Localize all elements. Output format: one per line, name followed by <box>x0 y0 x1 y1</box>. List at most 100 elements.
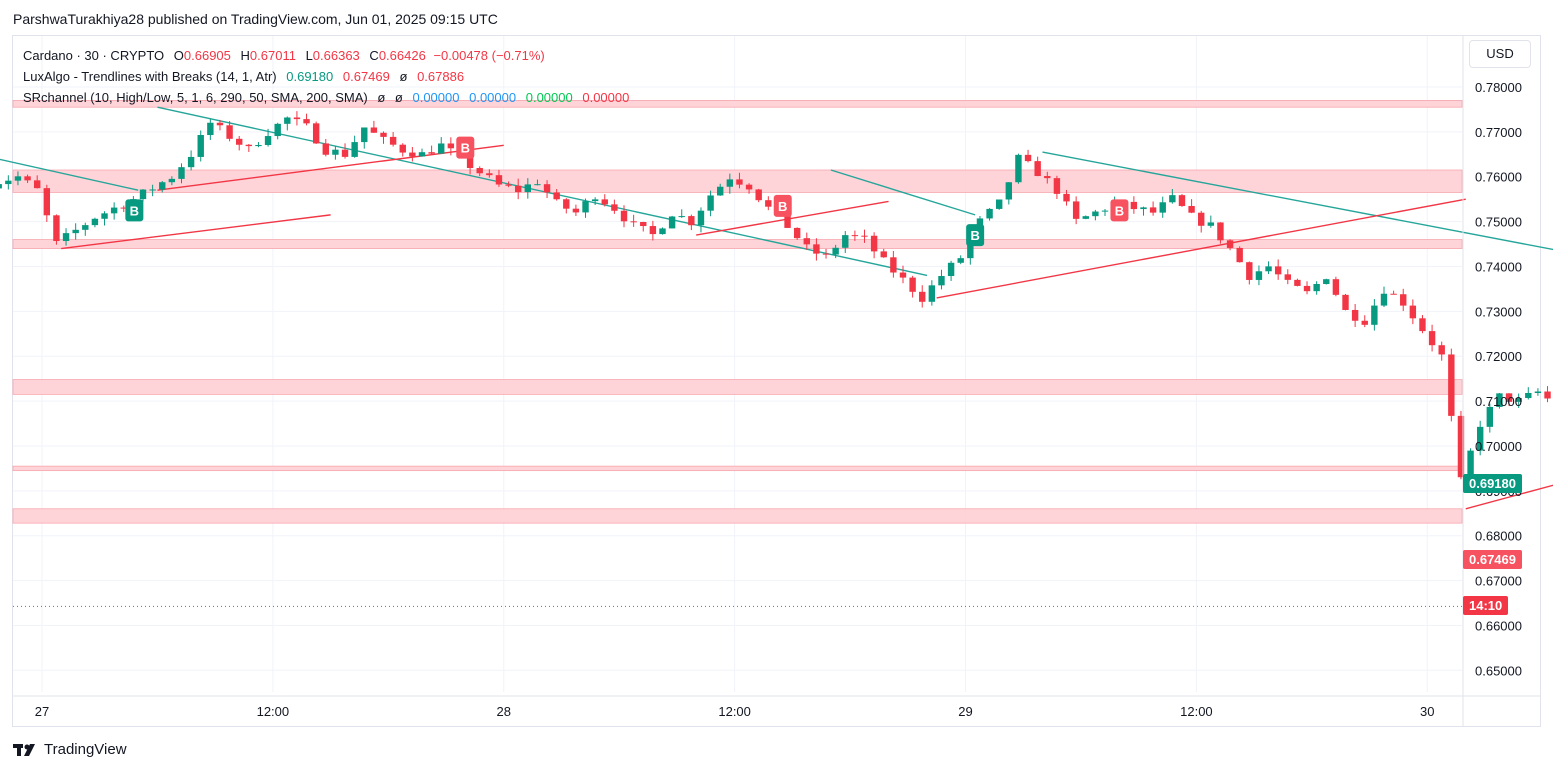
chart-frame <box>12 35 1541 727</box>
candle-down <box>1294 279 1301 286</box>
candle-down <box>553 192 560 200</box>
candle-up <box>62 233 70 242</box>
sr-zone <box>12 465 1463 472</box>
currency-selector[interactable]: USD <box>1469 40 1531 68</box>
candle-down <box>1351 309 1359 321</box>
open-label: O <box>173 48 184 63</box>
candle-up <box>274 123 281 137</box>
candle-down <box>409 152 416 157</box>
y-tick-label: 0.73000 <box>1475 304 1522 319</box>
change-value: −0.00478 (−0.71%) <box>433 48 545 63</box>
candle-down <box>216 122 224 126</box>
candle-up <box>967 238 974 259</box>
candle-up <box>1255 271 1263 280</box>
indicator1-value-4: 0.67886 <box>417 69 465 84</box>
downtrend-line <box>1042 151 1553 251</box>
candle-down <box>1178 195 1186 206</box>
candle-up <box>928 285 936 302</box>
candle-up <box>1005 182 1013 200</box>
candle-down <box>293 117 301 120</box>
candle-up <box>1323 279 1330 284</box>
candle-down <box>322 143 329 155</box>
candle-down <box>1457 415 1465 478</box>
break-label-text: B <box>461 141 470 156</box>
legend-symbol-row[interactable]: Cardano · 30 · CRYPTO O0.66905 H0.67011 … <box>23 45 629 66</box>
break-label-text: B <box>778 199 787 214</box>
candle-up <box>0 184 2 189</box>
candle-up <box>178 167 185 179</box>
trendlines <box>0 106 1553 607</box>
x-tick-label: 27 <box>35 704 49 719</box>
candle-down <box>1226 240 1234 248</box>
candle-down <box>601 199 608 205</box>
candle-up <box>91 218 99 226</box>
break-label-text: B <box>130 203 139 218</box>
candle-down <box>572 208 580 213</box>
y-tick-label: 0.70000 <box>1475 439 1522 454</box>
open-value: 0.66905 <box>183 48 231 63</box>
candle-up <box>707 195 714 211</box>
candle-down <box>909 277 916 292</box>
indicator1-value-3: ø <box>399 69 408 84</box>
candle-down <box>1246 262 1253 280</box>
candle-up <box>255 145 262 147</box>
candle-down <box>33 180 41 189</box>
indicator2-value-4: 0.00000 <box>469 90 517 105</box>
candle-down <box>822 253 830 255</box>
candle-up <box>72 229 79 234</box>
y-tick-label: 0.67000 <box>1475 574 1522 589</box>
candle-up <box>361 127 368 143</box>
candle-down <box>476 168 483 174</box>
candle-down <box>736 179 743 185</box>
candle-down <box>1505 393 1513 402</box>
candle-up <box>1265 266 1272 272</box>
tradingview-brand[interactable]: TradingView <box>13 741 127 758</box>
candle-up <box>110 207 118 214</box>
candle-up <box>168 178 176 183</box>
candle-up <box>1159 202 1166 213</box>
candle-up <box>418 152 426 157</box>
candle-up <box>678 216 685 218</box>
candle-down <box>630 221 637 223</box>
candle-down <box>640 221 647 227</box>
candle-down <box>880 251 887 258</box>
candle-down <box>1400 294 1407 306</box>
sr-zone <box>12 239 1463 249</box>
candle-down <box>765 200 772 207</box>
break-label-badge <box>773 194 792 217</box>
candle-down <box>919 291 926 302</box>
candle-up <box>1380 293 1388 306</box>
axes: 0.78000 0.77000 0.76000 0.75000 0.74000 0.730… <box>13 36 1540 727</box>
candle-up <box>524 184 532 193</box>
candle-down <box>53 215 60 242</box>
candle-down <box>1044 176 1051 179</box>
high-value: 0.67011 <box>249 48 296 63</box>
y-tick-label: 0.71000 <box>1475 394 1522 409</box>
candle-down <box>803 238 810 245</box>
candle-up <box>332 149 339 155</box>
candle-down <box>813 244 820 254</box>
candle-down <box>1072 201 1080 219</box>
candle-up <box>101 213 108 219</box>
candle-down <box>447 143 455 149</box>
candle-down <box>1188 205 1195 213</box>
candle-down <box>1198 212 1205 226</box>
candle-up <box>1467 450 1474 478</box>
break-label-badge <box>1110 199 1129 222</box>
y-tick-label: 0.74000 <box>1475 259 1522 274</box>
candle-down <box>1217 222 1224 241</box>
candle-down <box>1284 274 1291 280</box>
legend-indicator2-row[interactable]: SRchannel (10, High/Low, 5, 1, 6, 290, 5… <box>23 87 629 108</box>
candle-up <box>1525 392 1532 399</box>
candle-down <box>649 226 657 235</box>
candle-up <box>668 216 676 229</box>
x-tick-label: 12:00 <box>1180 704 1213 719</box>
candle-up <box>149 189 156 191</box>
candle-up <box>197 135 204 157</box>
candles <box>0 111 1551 484</box>
candle-down <box>514 185 522 193</box>
legend-indicator1-row[interactable]: LuxAlgo - Trendlines with Breaks (14, 1,… <box>23 66 629 87</box>
candle-down <box>1448 354 1455 416</box>
candle-down <box>851 235 859 237</box>
